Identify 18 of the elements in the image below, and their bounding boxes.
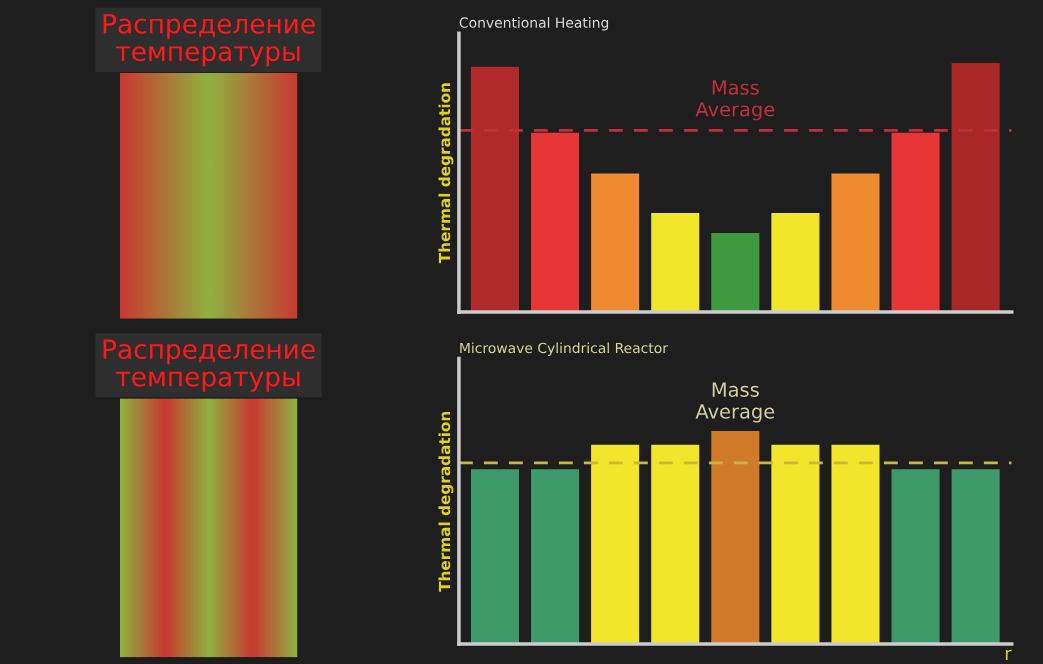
y-axis-title: Thermal degradation [438, 411, 454, 592]
bar [651, 212, 700, 313]
chart-title: Microwave Cylindrical Reactor [460, 342, 668, 356]
text: Распределение температуры [103, 339, 315, 392]
text: Распределение температуры [103, 14, 315, 67]
x-axis-title: r [1005, 649, 1012, 660]
bar [831, 173, 880, 313]
bar [470, 66, 520, 313]
bar [591, 173, 640, 313]
bar [711, 232, 760, 313]
chart-title: Conventional Heating [459, 17, 609, 31]
bar [891, 132, 940, 313]
bar [531, 132, 580, 313]
bar [771, 212, 820, 313]
ref-line-label: Mass Average [695, 382, 775, 423]
y-axis-title: Thermal degradation [438, 83, 454, 264]
ref-line-label: Mass Average [695, 80, 775, 121]
bar [951, 63, 1000, 313]
